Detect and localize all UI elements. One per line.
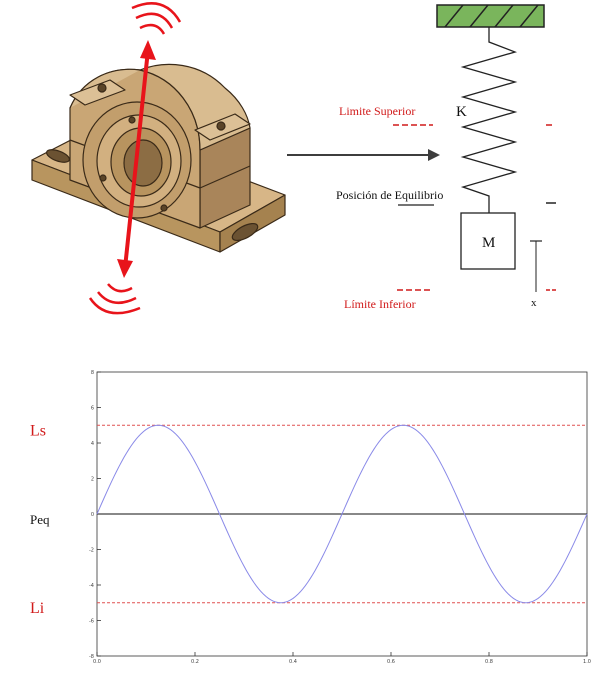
reference-label-peq: Peq: [30, 512, 50, 527]
mass-block: [460, 212, 516, 270]
reference-label-ls: Ls: [30, 422, 46, 439]
x-tick-label: 0.2: [191, 659, 199, 665]
transition-arrow: [287, 149, 440, 161]
vibration-arrow-head-down: [117, 259, 133, 278]
x-tick-label: 0.4: [289, 659, 297, 665]
equilibrium-label: Posición de Equilibrio: [336, 188, 443, 202]
bolt-hole-1: [97, 83, 107, 93]
y-tick-label: -2: [89, 548, 94, 554]
y-tick-label: -6: [89, 619, 94, 625]
top-pad-left: [69, 79, 126, 106]
chart-x-axis: 0.0 0.2 0.4 0.6 0.8 1.0: [93, 652, 591, 665]
chart-y-axis: 8 6 4 2 0 -2 -4 -6 -8: [89, 370, 101, 660]
displacement-chart: 8 6 4 2 0 -2 -4 -6 -8 0.0 0.2 0.4 0.6 0.8 1.0 Ls Peq Li: [30, 370, 591, 665]
y-tick-label: -4: [89, 583, 94, 589]
bolt-hole-4: [160, 204, 168, 212]
vibration-waves-top: [131, 2, 182, 35]
vibration-arrow: [117, 40, 156, 278]
vibration-arrow-head-up: [140, 40, 156, 60]
spring: [460, 27, 518, 213]
mass-label: M: [482, 235, 495, 251]
displacement-label: x: [531, 297, 537, 309]
spring-label: K: [456, 104, 467, 120]
spring-mass-system: K M Limite Superior Posición de Equilibr…: [336, 4, 556, 311]
x-tick-label: 0.6: [387, 659, 395, 665]
upper-limit-label: Limite Superior: [339, 104, 415, 118]
chart-reference-labels: Ls Peq Li: [30, 422, 50, 617]
bolt-hole-2: [216, 121, 226, 131]
y-tick-label: 0: [91, 512, 94, 518]
x-tick-label: 0.8: [485, 659, 493, 665]
transition-arrow-head: [428, 149, 440, 161]
bolt-hole-5: [128, 116, 136, 124]
y-tick-label: 8: [91, 370, 94, 376]
bore-hole: [123, 139, 163, 187]
lower-limit-label: Límite Inferior: [344, 297, 416, 311]
fixed-support-hatch: [444, 4, 539, 28]
bolt-hole-3: [99, 174, 107, 182]
reference-label-li: Li: [30, 600, 45, 617]
vibration-waves-bottom: [88, 283, 141, 315]
base-slot-hole-left: [45, 149, 71, 163]
y-tick-label: 4: [91, 441, 94, 447]
pillow-block-bearing: [31, 63, 286, 253]
y-tick-label: 2: [91, 477, 94, 483]
fixed-support: [436, 4, 545, 28]
base-slot-hole-right: [231, 222, 259, 242]
y-tick-label: 6: [91, 406, 94, 412]
housing-split-line-side: [199, 165, 251, 189]
y-tick-label: -8: [89, 654, 94, 660]
chart-series-line: [96, 424, 588, 604]
x-tick-label: 0.0: [93, 659, 101, 665]
x-tick-label: 1.0: [583, 659, 591, 665]
